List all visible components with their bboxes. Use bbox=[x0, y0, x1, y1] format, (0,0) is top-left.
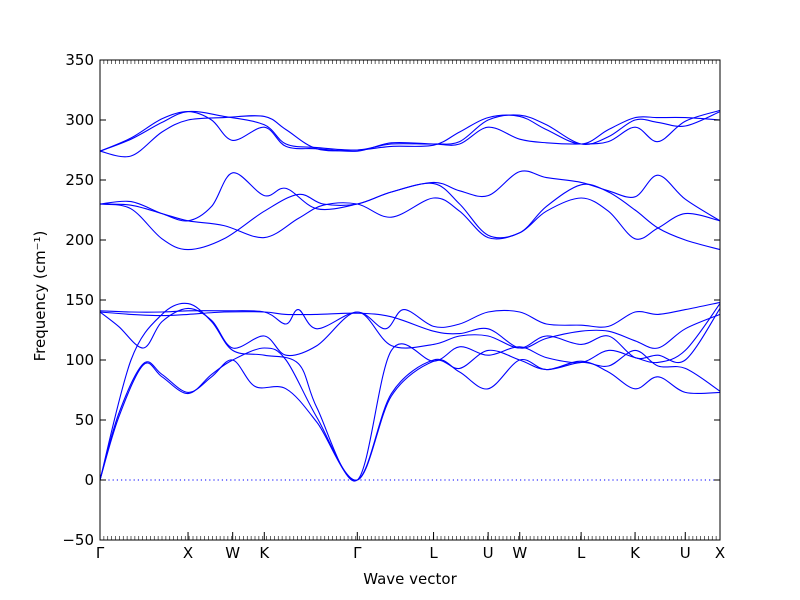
x-tick-label: W bbox=[225, 544, 240, 562]
plot-frame bbox=[99, 59, 721, 541]
x-tick-label: U bbox=[483, 544, 494, 562]
x-tick-label: K bbox=[259, 544, 270, 562]
band-line-8 bbox=[99, 182, 721, 251]
bands-layer bbox=[99, 109, 721, 482]
x-tick-label: L bbox=[577, 544, 586, 562]
band-line-10 bbox=[99, 114, 721, 158]
y-tick-label: 200 bbox=[65, 231, 94, 249]
y-axis-label: Frequency (cm⁻¹) bbox=[31, 231, 49, 362]
band-line-1 bbox=[99, 358, 721, 481]
band-line-2 bbox=[99, 347, 721, 481]
x-tick-label: Γ bbox=[353, 544, 362, 562]
y-tick-label: 150 bbox=[65, 291, 94, 309]
band-line-11 bbox=[99, 110, 721, 152]
band-line-9 bbox=[99, 170, 721, 222]
y-tick-label: 250 bbox=[65, 171, 94, 189]
x-tick-label: X bbox=[183, 544, 193, 562]
x-tick-label: K bbox=[630, 544, 641, 562]
y-tick-label: −50 bbox=[62, 531, 94, 549]
band-line-6 bbox=[99, 301, 721, 330]
x-tick-label: X bbox=[715, 544, 725, 562]
band-line-7 bbox=[99, 197, 721, 240]
y-tick-label: 50 bbox=[75, 411, 94, 429]
y-axis: −50 0 50 100 150 200 250 300 350 bbox=[62, 51, 720, 549]
y-tick-label: 0 bbox=[84, 471, 94, 489]
x-tick-label: W bbox=[512, 544, 527, 562]
y-tick-label: 100 bbox=[65, 351, 94, 369]
band-line-3 bbox=[99, 302, 721, 482]
y-tick-label: 350 bbox=[65, 51, 94, 69]
band-line-12 bbox=[99, 109, 721, 152]
x-tick-label: L bbox=[429, 544, 438, 562]
band-line-4 bbox=[99, 307, 721, 364]
x-tick-label: Γ bbox=[96, 544, 105, 562]
x-tick-label: U bbox=[680, 544, 691, 562]
y-tick-label: 300 bbox=[65, 111, 94, 129]
x-axis-label: Wave vector bbox=[363, 570, 457, 588]
band-line-5 bbox=[99, 311, 721, 349]
